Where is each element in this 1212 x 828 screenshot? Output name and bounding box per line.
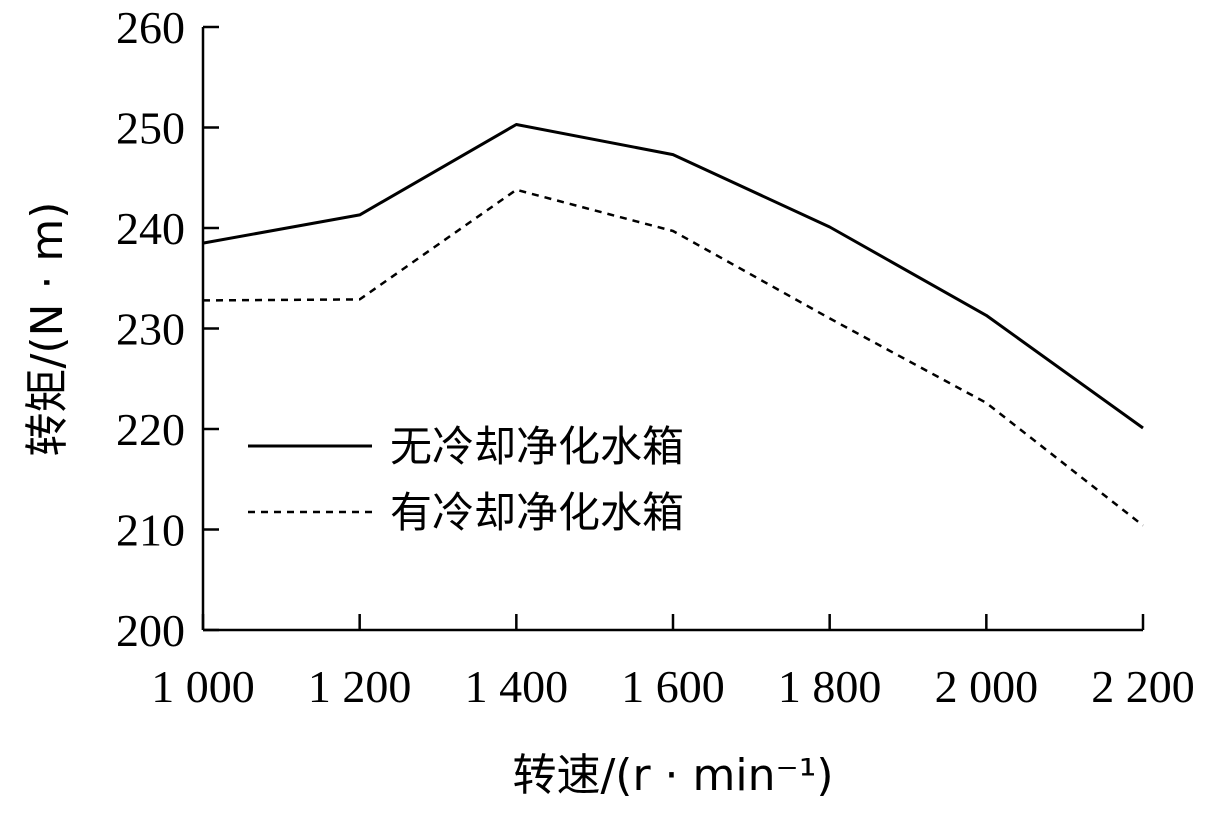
y-axis-ticks: 200 210 220 230 240 250 260 [116,2,219,656]
legend-label-1: 无冷却净化水箱 [390,422,684,471]
y-axis-title: 转矩/(N · m) [22,202,73,457]
y-tick-label: 260 [116,2,185,53]
y-tick-label: 240 [116,203,185,254]
x-tick-label: 1 000 [151,661,255,712]
x-tick-label: 1 200 [308,661,412,712]
x-tick-label: 1 800 [778,661,882,712]
y-tick-label: 210 [116,505,185,556]
x-tick-label: 2 200 [1091,661,1195,712]
legend-label-2: 有冷却净化水箱 [390,488,684,537]
y-tick-label: 230 [116,304,185,355]
y-tick-label: 220 [116,404,185,455]
x-axis-title: 转速/(r · min⁻¹) [512,750,833,801]
y-tick-label: 200 [116,605,185,656]
x-tick-label: 1 400 [465,661,569,712]
series-line-2 [202,188,1144,527]
y-tick-label: 250 [116,103,185,154]
x-tick-label: 1 600 [621,661,725,712]
x-axis-ticks: 1 000 1 200 1 400 1 600 1 800 2 000 2 200 [151,614,1195,712]
series-layer [202,123,1144,527]
series-line-1 [202,123,1144,430]
x-tick-label: 2 000 [935,661,1039,712]
